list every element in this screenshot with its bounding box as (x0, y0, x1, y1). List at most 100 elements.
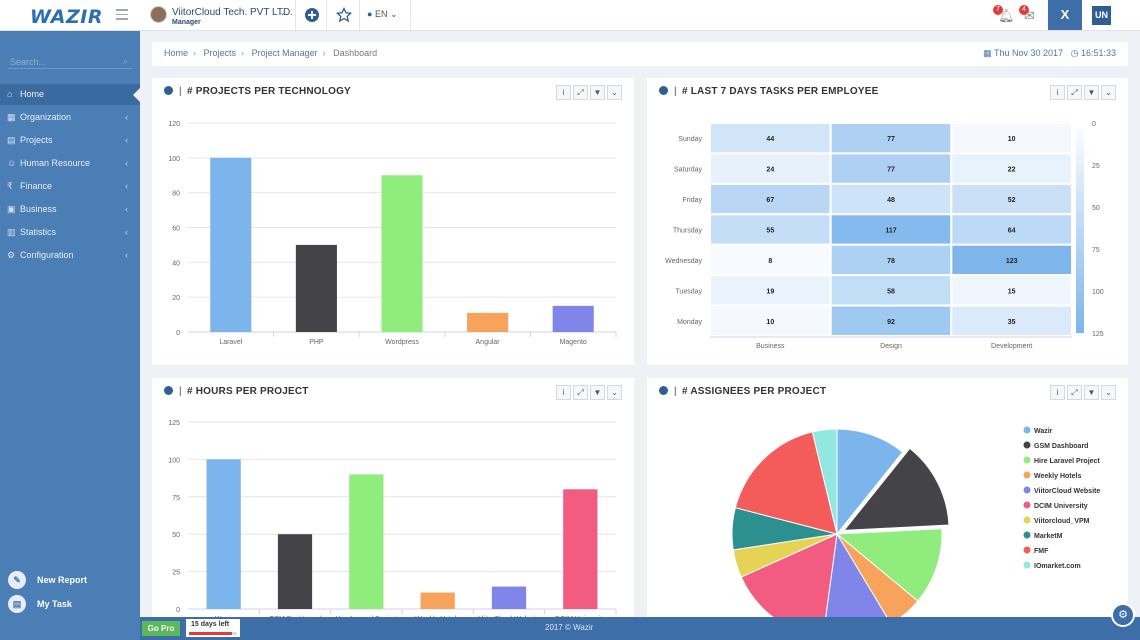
pie-slice (734, 431, 838, 535)
bar (206, 459, 241, 609)
panel-title: | # LAST 7 DAYS TASKS PER EMPLOYEE (659, 86, 878, 97)
sidebar-item-projects[interactable]: ▤ Projects ‹ (0, 130, 140, 151)
sidebar-item-organization[interactable]: ▦ Organization ‹ (0, 107, 140, 128)
chevron-down-icon: ⌄ (279, 8, 286, 17)
y-tick-label: 100 (168, 156, 180, 163)
legend-label: Wazir (1034, 428, 1053, 435)
legend-marker (1023, 516, 1031, 524)
active-indicator (133, 87, 141, 103)
search-icon[interactable]: ⌕ (122, 56, 128, 66)
y-tick-label: 100 (168, 457, 180, 464)
collapse-icon[interactable]: ⌄ (607, 85, 622, 100)
pie-slice (811, 428, 838, 535)
filter-icon[interactable]: ▼ (1084, 85, 1099, 100)
sidebar-item-human-resource[interactable]: ☺ Human Resource ‹ (0, 153, 140, 174)
info-icon[interactable]: i (556, 385, 571, 400)
divider (359, 0, 360, 30)
heatmap-cell (829, 122, 953, 155)
filter-icon[interactable]: ▼ (1084, 385, 1099, 400)
filter-icon[interactable]: ▼ (590, 85, 605, 100)
collapse-icon[interactable]: ⌄ (1101, 85, 1116, 100)
messages-button[interactable]: ✉ 4 (1019, 5, 1035, 24)
colorbar-tick-label: 25 (1092, 163, 1100, 170)
collapse-icon[interactable]: ⌄ (607, 385, 622, 400)
star-icon[interactable] (336, 7, 352, 23)
panel-title: | # ASSIGNEES PER PROJECT (659, 386, 826, 397)
info-icon[interactable]: i (1050, 85, 1065, 100)
go-pro-button[interactable]: Go Pro (142, 621, 180, 636)
legend-marker (1023, 471, 1031, 479)
chevron-left-icon: ‹ (125, 227, 128, 237)
heatmap-value: 10 (1008, 136, 1016, 143)
user-avatar[interactable]: UN (1092, 6, 1111, 25)
panel-assignees-per-project: | # ASSIGNEES PER PROJECT i ⤢ ▼ ⌄ Wazir GSM D… (647, 378, 1128, 617)
chart-icon: ▥ (7, 227, 16, 237)
language-selector[interactable]: ● EN ⌄ (367, 9, 398, 20)
y-tick-label: 0 (176, 607, 180, 614)
sidebar-search[interactable]: Search... ⌕ (8, 53, 132, 69)
y-tick-label: Thursday (673, 228, 703, 235)
expand-icon[interactable]: ⤢ (1067, 85, 1082, 100)
sidebar-item-home[interactable]: ⌂ Home (0, 84, 141, 105)
panel-tasks-per-employee: | # LAST 7 DAYS TASKS PER EMPLOYEE i ⤢ ▼ ⌄ S… (647, 78, 1128, 365)
language-label: EN (374, 9, 388, 19)
sidebar-item-label: Business (20, 204, 57, 214)
panel-tools: i ⤢ ▼ ⌄ (1048, 385, 1116, 400)
settings-gear-button[interactable]: ⚙ (1111, 603, 1135, 627)
heatmap-value: 15 (1008, 288, 1016, 295)
sidebar-item-label: Home (20, 89, 45, 99)
x-tick-label: Business (756, 343, 785, 350)
x-tick-label: Weekly Hotels (415, 616, 460, 617)
legend-marker (1023, 531, 1031, 539)
bar (491, 586, 527, 609)
sidebar-item-configuration[interactable]: ⚙ Configuration ‹ (0, 245, 140, 266)
top-bar: WAZIR ViitorCloud Tech. PVT LTD. Manager… (0, 0, 1140, 31)
heatmap-value: 77 (887, 167, 895, 174)
expand-icon[interactable]: ⤢ (573, 85, 588, 100)
y-tick-label: 25 (172, 570, 180, 577)
filter-icon[interactable]: ▼ (590, 385, 605, 400)
sidebar-item-statistics[interactable]: ▥ Statistics ‹ (0, 222, 140, 243)
company-role: Manager (172, 19, 201, 26)
expand-icon[interactable]: ⤢ (573, 385, 588, 400)
breadcrumb: Home › Projects › Project Manager › Dashboa… (164, 48, 377, 58)
pie-slice (835, 528, 943, 602)
search-input[interactable]: Search... (10, 57, 47, 67)
assignees-pie-chart: Wazir GSM Dashboard Hire Laravel Project We… (731, 426, 1100, 617)
chevron-left-icon: ‹ (125, 250, 128, 260)
sidebar-item-finance[interactable]: ₹ Finance ‹ (0, 176, 140, 197)
excel-icon: X (1060, 7, 1070, 22)
heatmap-cell (829, 304, 953, 337)
current-date: Thu Nov 30 2017 (994, 48, 1064, 58)
pie-slice (740, 533, 838, 617)
legend-marker (1023, 546, 1031, 554)
heatmap-value: 44 (766, 136, 774, 143)
chevron-right-icon: › (322, 48, 326, 58)
collapse-icon[interactable]: ⌄ (1101, 385, 1116, 400)
copyright: 2017 © Wazir (545, 623, 594, 632)
menu-toggle-icon[interactable] (116, 9, 128, 20)
breadcrumb-projects[interactable]: Projects (203, 48, 237, 58)
breadcrumb-project-manager[interactable]: Project Manager (251, 48, 318, 58)
sidebar-item-label: Configuration (20, 250, 74, 260)
legend-label: MarketM (1034, 533, 1063, 540)
expand-icon[interactable]: ⤢ (1067, 385, 1082, 400)
sidebar-item-business[interactable]: ▣ Business ‹ (0, 199, 140, 220)
legend-label: Hire Laravel Project (1034, 458, 1100, 465)
clock-icon: ◷ (1070, 48, 1079, 58)
trial-progress-bar (189, 632, 237, 635)
heatmap-value: 52 (1008, 197, 1016, 204)
export-excel-button[interactable]: X (1048, 0, 1082, 30)
info-icon[interactable]: i (1050, 385, 1065, 400)
sidebar-item-label: Projects (20, 135, 53, 145)
breadcrumb-home[interactable]: Home (164, 48, 189, 58)
legend-marker (1023, 426, 1031, 434)
info-icon[interactable]: i (556, 85, 571, 100)
notifications-button[interactable]: 🔔︎ 7 (993, 5, 1015, 24)
y-tick-label: 60 (172, 226, 180, 233)
app-logo[interactable]: WAZIR (30, 6, 103, 28)
y-tick-label: 120 (168, 121, 180, 128)
sidebar-item-label: Statistics (20, 227, 57, 237)
bar (277, 534, 313, 609)
add-circle-icon[interactable] (304, 7, 320, 23)
